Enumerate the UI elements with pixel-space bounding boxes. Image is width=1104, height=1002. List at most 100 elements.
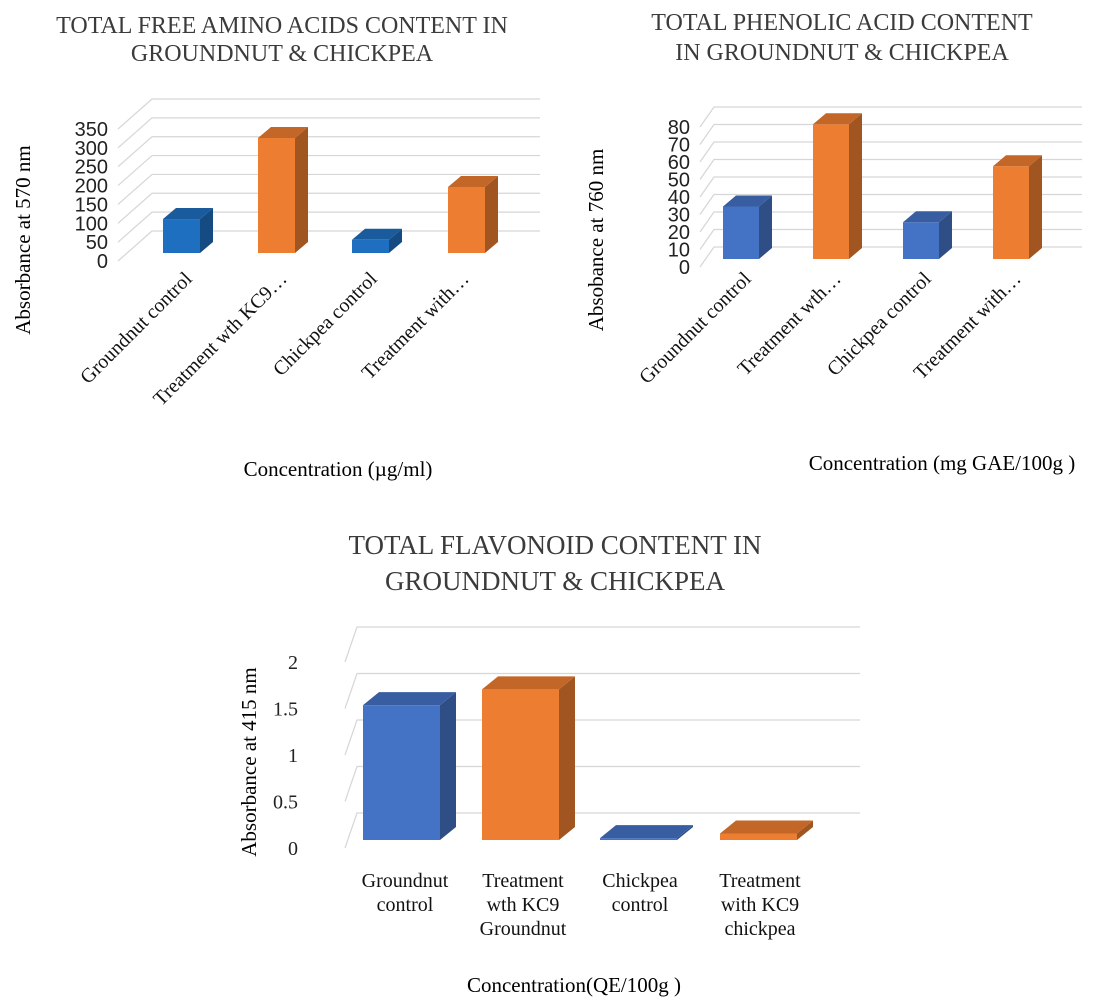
- y-tick-label: 100: [75, 213, 108, 235]
- bar-side: [797, 820, 813, 840]
- y-tick-label: 350: [75, 119, 108, 141]
- bar-front: [352, 239, 389, 253]
- y-tick-label: 10: [668, 240, 690, 262]
- gridline: [699, 106, 1082, 128]
- chart3-y-ticks: 0 0.5 1 1.5 2: [273, 652, 298, 860]
- chart1-bars: [163, 126, 498, 253]
- bar: [993, 155, 1042, 259]
- y-tick-label: 0: [679, 257, 690, 279]
- gridline: [344, 812, 860, 849]
- gridline: [699, 123, 1082, 145]
- gridline: [699, 141, 1082, 163]
- chart2-bars: [723, 113, 1042, 259]
- gridline: [344, 719, 860, 756]
- y-tick-label: 20: [668, 222, 690, 244]
- bar-side: [759, 195, 772, 259]
- chart1-x-axis-label: Concentration (µg/ml): [244, 457, 433, 481]
- bar-top: [720, 820, 813, 834]
- gridline: [699, 211, 1082, 233]
- y-tick-label: 150: [75, 194, 108, 216]
- category-label-line: wth KC9: [487, 894, 560, 916]
- gridline: [117, 211, 540, 243]
- bar-front: [482, 689, 559, 840]
- y-tick-label: 300: [75, 138, 108, 160]
- gridline: [117, 136, 540, 168]
- bar-side: [849, 113, 862, 259]
- chart3-title-line2: GROUNDNUT & CHICKPEA: [385, 566, 726, 596]
- bar-side: [559, 676, 575, 840]
- bar-top: [813, 113, 862, 125]
- category-label-line: Treatment: [719, 870, 801, 892]
- category-label: Treatment wth KC9 Groundnut: [480, 870, 567, 940]
- bar: [723, 195, 772, 259]
- bar-side: [677, 825, 693, 840]
- chart-amino-acids: TOTAL FREE AMINO ACIDS CONTENT IN GROUND…: [11, 13, 540, 481]
- chart3-gridlines: [344, 626, 860, 849]
- category-label-line: with KC9: [721, 894, 799, 916]
- gridline: [699, 228, 1082, 250]
- y-tick-label: 70: [668, 135, 690, 157]
- gridline: [344, 672, 860, 709]
- category-label-line: Chickpea: [602, 870, 678, 892]
- chart2-x-axis-label: Concentration (mg GAE/100g ): [809, 451, 1076, 475]
- bar-side: [200, 208, 213, 253]
- y-tick-label: 50: [668, 170, 690, 192]
- bar-front: [600, 838, 677, 840]
- bar: [600, 825, 693, 840]
- category-label-line: control: [377, 894, 434, 916]
- chart2-title-line2: IN GROUNDNUT & CHICKPEA: [675, 40, 1009, 66]
- bar-front: [163, 219, 200, 253]
- chart1-gridlines: [117, 98, 540, 262]
- gridline: [117, 98, 540, 130]
- bar-top: [448, 176, 498, 187]
- bar-front: [720, 833, 797, 840]
- category-label-line: chickpea: [724, 918, 795, 940]
- gridline: [117, 192, 540, 224]
- y-tick-label: 250: [75, 157, 108, 179]
- bar-front: [448, 187, 485, 253]
- chart2-title-line1: TOTAL PHENOLIC ACID CONTENT: [651, 10, 1033, 36]
- category-label-line: Groundnut: [362, 870, 449, 892]
- chart3-y-axis-label: Absorbance at 415 nm: [237, 667, 261, 857]
- bar-top: [258, 126, 308, 138]
- chart3-bars: [363, 676, 813, 840]
- bar-side: [440, 692, 456, 840]
- category-label: Chickpea control: [602, 870, 678, 916]
- category-label: Groundnut control: [635, 268, 756, 389]
- bar: [163, 208, 213, 253]
- y-tick-label: 0.5: [273, 792, 298, 814]
- category-label-line: Treatment: [482, 870, 564, 892]
- bar: [482, 676, 575, 840]
- chart-flavonoid: TOTAL FLAVONOID CONTENT IN GROUNDNUT & C…: [237, 530, 860, 997]
- bar: [720, 820, 813, 840]
- bar-top: [600, 825, 693, 839]
- y-tick-label: 50: [86, 232, 108, 254]
- bar: [352, 228, 402, 253]
- gridline: [117, 173, 540, 205]
- chart-phenolic-acid: TOTAL PHENOLIC ACID CONTENT IN GROUNDNUT…: [584, 10, 1082, 475]
- bar-side: [485, 176, 498, 253]
- bar-front: [813, 124, 849, 259]
- bar-top: [352, 228, 402, 240]
- gridline: [699, 246, 1082, 268]
- y-tick-label: 80: [668, 117, 690, 139]
- bar: [448, 176, 498, 253]
- gridline: [699, 193, 1082, 215]
- chart3-title-line1: TOTAL FLAVONOID CONTENT IN: [348, 530, 761, 560]
- bar-front: [258, 137, 295, 253]
- bar-side: [939, 211, 952, 259]
- bar-top: [363, 692, 456, 706]
- y-tick-label: 0: [288, 838, 298, 860]
- chart2-y-axis-label: Absobance at 760 nm: [584, 149, 608, 332]
- chart3-x-axis-label: Concentration(QE/100g ): [467, 973, 681, 997]
- gridline: [699, 176, 1082, 198]
- chart1-y-axis-label: Absorbance at 570 nm: [11, 145, 35, 335]
- y-tick-label: 1: [288, 745, 298, 767]
- category-label: Groundnut control: [362, 870, 449, 916]
